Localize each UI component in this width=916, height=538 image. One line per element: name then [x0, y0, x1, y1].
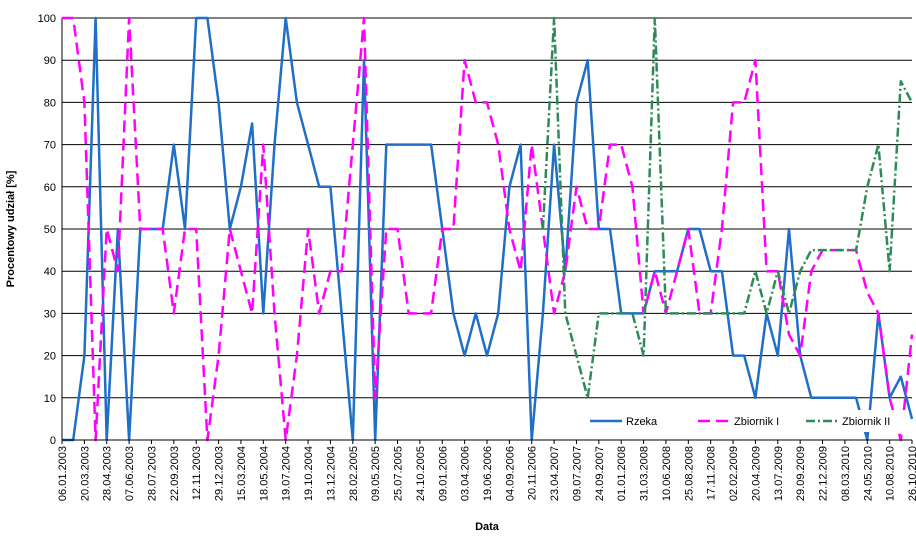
y-tick-label: 30 [44, 308, 56, 320]
x-tick-label: 19.06.2006 [482, 446, 494, 501]
x-tick-label: 13.07.2009 [773, 446, 785, 501]
x-tick-label: 09.07.2007 [571, 446, 583, 501]
x-tick-label: 04.09.2006 [504, 446, 516, 501]
legend-label: Zbiornik II [842, 416, 890, 428]
x-tick-label: 29.12.2003 [214, 446, 226, 501]
x-tick-label: 29.09.2009 [795, 446, 807, 501]
x-tick-label: 26.10.2010 [907, 446, 916, 501]
x-tick-label: 22.09.2003 [169, 446, 181, 501]
series-line [541, 16, 914, 400]
x-tick-label: 24.09.2007 [594, 446, 606, 501]
y-axis-title: Procentowy udział [%] [5, 170, 17, 287]
x-tick-label: 24.05.2010 [862, 446, 874, 501]
y-tick-label: 80 [44, 97, 56, 109]
x-tick-label: 28.02.2005 [348, 446, 360, 501]
x-tick-label: 28.07.2003 [146, 446, 158, 501]
x-tick-label: 09.01.2006 [437, 446, 449, 501]
y-tick-label: 60 [44, 182, 56, 194]
y-tick-label: 100 [38, 13, 56, 25]
x-tick-label: 20.11.2006 [527, 446, 539, 500]
x-tick-label: 01.01.2008 [616, 446, 628, 501]
x-tick-label: 19.07.2004 [281, 446, 293, 501]
y-tick-label: 50 [44, 224, 56, 236]
x-tick-label: 25.07.2005 [393, 446, 405, 501]
x-tick-label: 09.05.2005 [370, 446, 382, 501]
x-tick-label: 31.03.2008 [639, 446, 651, 501]
x-tick-label: 28.04.2003 [102, 446, 114, 501]
legend-label: Zbiornik I [734, 416, 779, 428]
x-tick-label: 10.06.2008 [661, 446, 673, 501]
series-line [62, 16, 914, 442]
y-tick-label: 70 [44, 140, 56, 152]
legend-label: Rzeka [626, 416, 658, 428]
y-tick-label: 40 [44, 266, 56, 278]
x-tick-label: 13.12.2004 [325, 446, 337, 501]
x-tick-label: 20.03.2003 [79, 446, 91, 501]
y-tick-label: 20 [44, 351, 56, 363]
y-tick-label: 10 [44, 393, 56, 405]
x-tick-label: 18.05.2004 [258, 446, 270, 501]
x-tick-label: 19.10.2004 [303, 446, 315, 501]
x-tick-label: 10.08.2010 [885, 446, 897, 501]
x-tick-label: 07.06.2003 [124, 446, 136, 501]
x-tick-label: 12.11.2003 [191, 446, 203, 500]
x-tick-label: 24.10.2005 [415, 446, 427, 501]
series-line [62, 16, 914, 442]
legend-box [582, 410, 908, 432]
x-tick-label: 17.11.2008 [706, 446, 718, 500]
x-tick-label: 06.01.2003 [57, 446, 69, 501]
x-tick-label: 03.04.2006 [460, 446, 472, 501]
x-tick-label: 08.03.2010 [840, 446, 852, 501]
x-axis-title: Data [475, 521, 500, 533]
y-tick-label: 90 [44, 55, 56, 67]
x-tick-label: 02.02.2009 [728, 446, 740, 501]
x-tick-label: 23.04.2007 [549, 446, 561, 501]
y-tick-label: 0 [50, 435, 56, 447]
x-tick-label: 20.04.2009 [750, 446, 762, 501]
x-tick-label: 25.08.2008 [683, 446, 695, 501]
x-tick-label: 15.03.2004 [236, 446, 248, 501]
x-tick-label: 22.12.2009 [818, 446, 830, 501]
